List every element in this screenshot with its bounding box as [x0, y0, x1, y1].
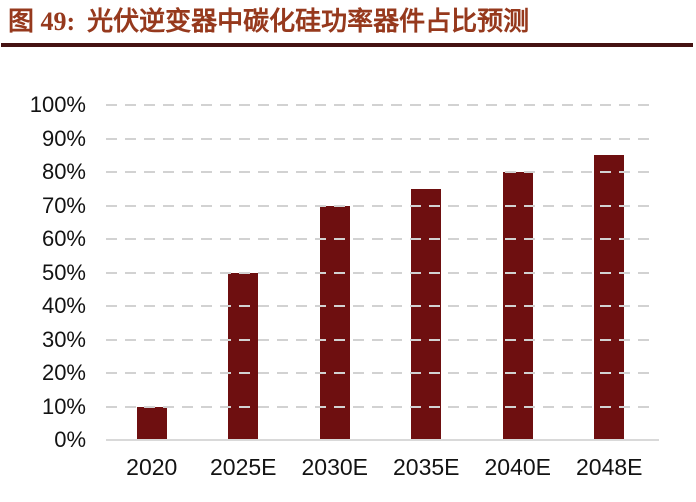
- bar-2030E: [319, 205, 350, 440]
- y-tick-label-90: 90%: [41, 125, 86, 151]
- y-tick-label-60: 60%: [41, 226, 86, 251]
- gridline-60: [106, 238, 655, 240]
- x-tick-label-2030E: 2030E: [301, 454, 368, 480]
- bar-category-2030E: [289, 105, 381, 440]
- figure-title-text: 光伏逆变器中碳化硅功率器件占比预测: [87, 7, 530, 36]
- bar-2048E: [594, 155, 625, 440]
- bar-category-2020: [106, 105, 198, 440]
- x-tick-label-2048E: 2048E: [575, 454, 643, 480]
- gridline-30: [106, 338, 655, 341]
- figure-number-label: 图 49:: [8, 7, 76, 36]
- y-tick-label-100: 100%: [29, 92, 86, 117]
- x-axis-labels: 2020 2025E 2030E 2035E 2040E 2048E: [106, 454, 655, 481]
- x-tick-label-2035E: 2035E: [392, 454, 460, 480]
- y-tick-label-10: 10%: [41, 393, 86, 419]
- gridline-90: [106, 137, 655, 140]
- x-axis-line: [106, 439, 659, 441]
- y-axis-labels: 0% 10% 20% 30% 40% 50% 60% 70% 80% 90% 100%: [0, 92, 96, 452]
- gridline-40: [106, 305, 655, 307]
- plot-area: [106, 104, 659, 441]
- bar-category-2025E: [198, 105, 290, 440]
- bar-category-2035E: [381, 105, 473, 440]
- gridline-10: [106, 405, 655, 408]
- y-tick-label-20: 20%: [41, 360, 86, 385]
- figure-title: 图 49: 光伏逆变器中碳化硅功率器件占比预测: [0, 0, 696, 41]
- y-tick-label-80: 80%: [41, 159, 86, 184]
- gridline-80: [106, 171, 655, 173]
- y-tick-label-0: 0%: [54, 427, 86, 452]
- gridline-100: [106, 104, 655, 106]
- gridline-20: [106, 372, 655, 374]
- y-tick-label-30: 30%: [41, 326, 86, 352]
- bar-chart: 0% 10% 20% 30% 40% 50% 60% 70% 80% 90% 100% 2020 20…: [0, 47, 696, 499]
- gridline-50: [106, 271, 655, 274]
- title-divider: [1, 43, 693, 47]
- y-tick-label-50: 50%: [41, 259, 86, 285]
- bar-category-2048E: [564, 105, 656, 440]
- x-tick-label-2025E: 2025E: [209, 454, 277, 480]
- gridline-70: [106, 204, 655, 207]
- bar-2035E: [411, 188, 442, 440]
- y-tick-label-70: 70%: [41, 192, 86, 218]
- x-tick-label-2020: 2020: [126, 454, 178, 480]
- bar-2020: [136, 406, 167, 440]
- x-tick-label-2040E: 2040E: [484, 454, 551, 480]
- y-tick-label-40: 40%: [41, 293, 86, 318]
- bar-2025E: [228, 272, 259, 440]
